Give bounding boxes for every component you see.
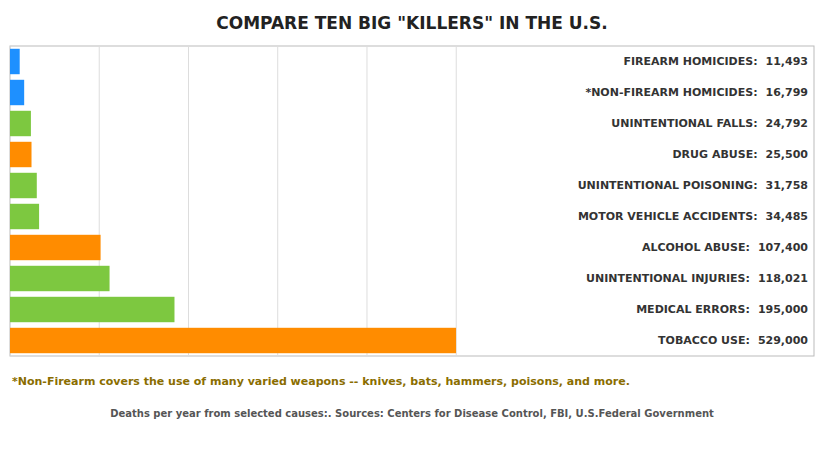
- plot-frame: [10, 46, 814, 356]
- bar: [10, 266, 110, 291]
- category-label: MEDICAL ERRORS:: [636, 303, 750, 316]
- row-label: DRUG ABUSE: 25,500: [672, 148, 808, 161]
- data-label: 25,500: [766, 148, 809, 161]
- data-label: 11,493: [766, 55, 808, 68]
- data-label: 34,485: [766, 210, 808, 223]
- row-label: UNINTENTIONAL FALLS: 24,792: [611, 117, 808, 130]
- bar: [10, 111, 31, 136]
- row-label: TOBACCO USE: 529,000: [658, 334, 808, 347]
- grid-line: [456, 46, 457, 356]
- data-label: 24,792: [766, 117, 808, 130]
- data-label: 195,000: [758, 303, 808, 316]
- data-label: 107,400: [758, 241, 808, 254]
- bar: [10, 297, 174, 322]
- category-label: ALCOHOL ABUSE:: [642, 241, 750, 254]
- data-label: 31,758: [766, 179, 808, 192]
- row-label: UNINTENTIONAL POISONING: 31,758: [578, 179, 808, 192]
- chart: COMPARE TEN BIG "KILLERS" IN THE U.S. TOB…: [0, 0, 824, 451]
- category-label: TOBACCO USE:: [658, 334, 750, 347]
- category-label: UNINTENTIONAL POISONING:: [578, 179, 758, 192]
- data-label: 118,021: [758, 272, 808, 285]
- bar: [10, 80, 24, 105]
- annotation: Deaths per year from selected causes:. S…: [110, 408, 714, 419]
- row-label: *NON-FIREARM HOMICIDES: 16,799: [585, 86, 808, 99]
- bar: [10, 328, 456, 353]
- labels: TOBACCO USE: 529,000 MEDICAL ERRORS: 195,00…: [578, 55, 809, 347]
- bar: [10, 235, 101, 260]
- row-label: UNINTENTIONAL INJURIES: 118,021: [586, 272, 808, 285]
- grid-line: [366, 46, 367, 356]
- category-label: UNINTENTIONAL INJURIES:: [586, 272, 750, 285]
- bar: [10, 49, 20, 74]
- title: COMPARE TEN BIG "KILLERS" IN THE U.S.: [216, 13, 608, 33]
- row-label: MEDICAL ERRORS: 195,000: [636, 303, 808, 316]
- row-label: ALCOHOL ABUSE: 107,400: [642, 241, 808, 254]
- category-label: FIREARM HOMICIDES:: [623, 55, 757, 68]
- category-label: *NON-FIREARM HOMICIDES:: [585, 86, 757, 99]
- bar: [10, 204, 39, 229]
- annotation: *Non-Firearm covers the use of many vari…: [12, 375, 630, 388]
- bars: [10, 49, 456, 353]
- grid-line: [277, 46, 278, 356]
- bar: [10, 142, 32, 167]
- row-label: MOTOR VEHICLE ACCIDENTS: 34,485: [578, 210, 808, 223]
- category-label: DRUG ABUSE:: [672, 148, 757, 161]
- data-label: 529,000: [758, 334, 808, 347]
- category-label: MOTOR VEHICLE ACCIDENTS:: [578, 210, 758, 223]
- data-label: 16,799: [766, 86, 808, 99]
- bar: [10, 173, 37, 198]
- row-label: FIREARM HOMICIDES: 11,493: [623, 55, 808, 68]
- grid: [10, 46, 456, 356]
- grid-line: [188, 46, 189, 356]
- category-label: UNINTENTIONAL FALLS:: [611, 117, 757, 130]
